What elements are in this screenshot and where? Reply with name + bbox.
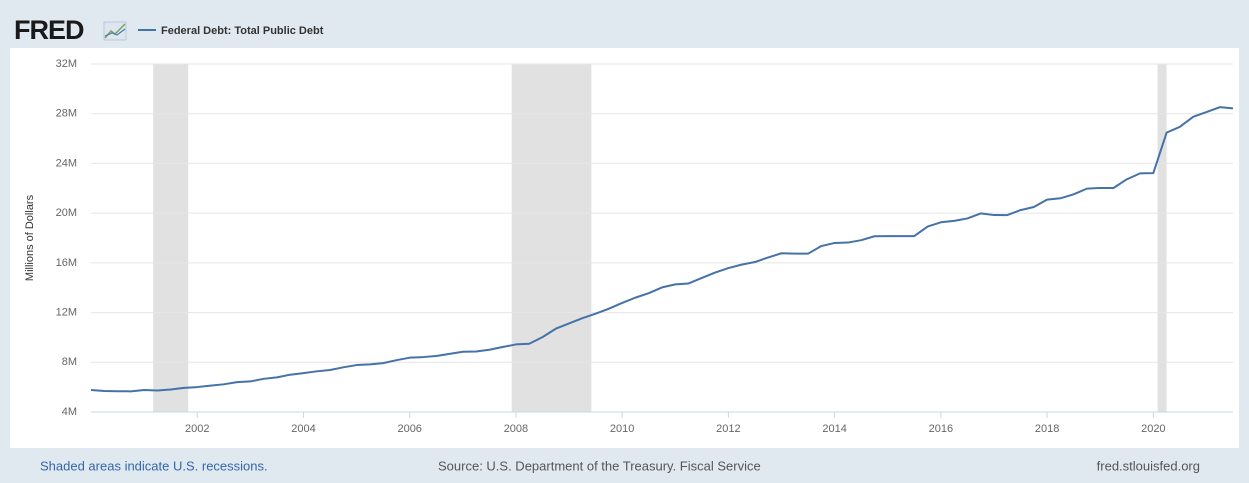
x-tick-label: 2006 — [397, 423, 421, 435]
y-tick-label: 12M — [56, 306, 77, 318]
recession-band — [153, 64, 189, 412]
site: fred.stlouisfed.org — [1097, 458, 1200, 473]
source: Source: U.S. Department of the Treasury.… — [438, 458, 761, 473]
x-tick-label: 2002 — [185, 423, 209, 435]
y-tick-label: 20M — [56, 207, 77, 219]
logo: FRED — [14, 15, 84, 45]
x-tick-label: 2008 — [504, 423, 528, 435]
data-line — [90, 106, 1234, 393]
recession-band — [511, 64, 592, 412]
logo-icon — [103, 21, 127, 41]
x-tick-label: 2012 — [716, 423, 740, 435]
y-tick-label: 24M — [56, 157, 77, 169]
x-tick-label: 2018 — [1035, 423, 1059, 435]
plot-panel — [10, 48, 1239, 448]
recession-note: Shaded areas indicate U.S. recessions. — [40, 458, 268, 473]
y-tick-label: 28M — [56, 108, 77, 120]
x-tick-label: 2016 — [929, 423, 953, 435]
y-tick-label: 16M — [56, 257, 77, 269]
x-tick-label: 2014 — [822, 423, 846, 435]
y-tick-label: 4M — [62, 406, 77, 418]
recession-band — [1157, 64, 1167, 412]
y-axis-title: Millions of Dollars — [24, 194, 36, 281]
x-tick-label: 2004 — [291, 423, 315, 435]
x-tick-label: 2010 — [610, 423, 634, 435]
y-tick-label: 8M — [62, 356, 77, 368]
x-tick-label: 2020 — [1141, 423, 1165, 435]
legend-label: Federal Debt: Total Public Debt — [161, 25, 324, 37]
y-tick-label: 32M — [56, 58, 77, 70]
